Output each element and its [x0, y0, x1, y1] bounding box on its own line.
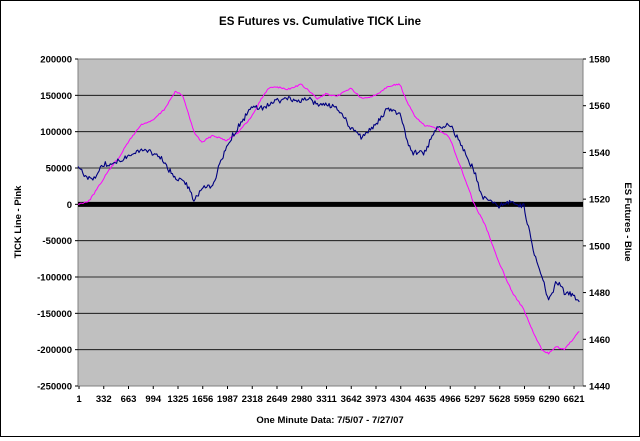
x-axis-labels: 1 332 663 994 1325 1656 1987 2318 2649 2980 3311 36…: [76, 386, 585, 405]
x-tick-label: 1: [76, 394, 82, 405]
y-axis-right-title: ES Futures - Blue: [622, 182, 633, 261]
y-left-tick-label: -200000: [37, 345, 72, 356]
x-tick-label: 2649: [266, 394, 287, 405]
y-left-tick-label: 0: [67, 200, 72, 211]
y-right-tick-label: 1580: [589, 55, 610, 66]
x-tick-label: 2318: [242, 394, 263, 405]
y-axis-left-title: TICK Line - Pink: [13, 185, 24, 259]
y-left-tick-label: -50000: [42, 236, 72, 247]
x-tick-label: 4966: [440, 394, 461, 405]
x-tick-label: 2980: [291, 394, 312, 405]
y-left-tick-label: -250000: [37, 382, 72, 393]
x-tick-label: 4635: [415, 394, 437, 405]
x-tick-label: 332: [96, 394, 112, 405]
x-tick-label: 1656: [192, 394, 213, 405]
x-tick-label: 663: [121, 394, 137, 405]
x-tick-label: 1987: [217, 394, 238, 405]
x-axis-title: One Minute Data: 7/5/07 - 7/27/07: [256, 415, 403, 426]
x-tick-label: 5959: [514, 394, 535, 405]
y-right-tick-label: 1500: [589, 241, 610, 252]
x-tick-label: 3973: [365, 394, 386, 405]
y-left-tick-label: -150000: [37, 309, 72, 320]
y-right-tick-label: 1560: [589, 101, 610, 112]
x-tick-label: 5297: [464, 394, 485, 405]
y-right-tick-label: 1440: [589, 382, 610, 393]
y-right-tick-label: 1460: [589, 335, 610, 346]
tick-line-series: [77, 83, 580, 355]
x-tick-label: 5628: [489, 394, 510, 405]
y-axis-left-labels: 200000 150000 100000 50000 0 -50000 -100000 -15…: [37, 55, 78, 393]
y-left-tick-label: 150000: [40, 91, 72, 102]
x-tick-label: 4304: [390, 394, 412, 405]
y-axis-right-labels: 1580 1560 1540 1520 1500 1480 1460 1440: [583, 55, 610, 393]
gridlines: [78, 94, 583, 351]
series-group: [77, 83, 580, 355]
x-tick-label: 6621: [563, 394, 585, 405]
y-left-tick-label: 50000: [46, 164, 72, 175]
x-tick-label: 3311: [316, 394, 337, 405]
y-right-tick-label: 1540: [589, 148, 610, 159]
y-left-tick-label: -100000: [37, 273, 72, 284]
x-tick-label: 6290: [539, 394, 560, 405]
y-right-tick-label: 1520: [589, 195, 610, 206]
x-tick-label: 994: [145, 394, 162, 405]
y-right-tick-label: 1480: [589, 288, 610, 299]
y-left-tick-label: 200000: [40, 55, 72, 66]
y-left-tick-label: 100000: [40, 127, 72, 138]
plot-area: [77, 58, 584, 387]
x-tick-label: 3642: [341, 394, 362, 405]
chart-title: ES Futures vs. Cumulative TICK Line: [219, 16, 421, 28]
es-futures-series: [77, 96, 580, 303]
x-tick-label: 1325: [167, 394, 189, 405]
